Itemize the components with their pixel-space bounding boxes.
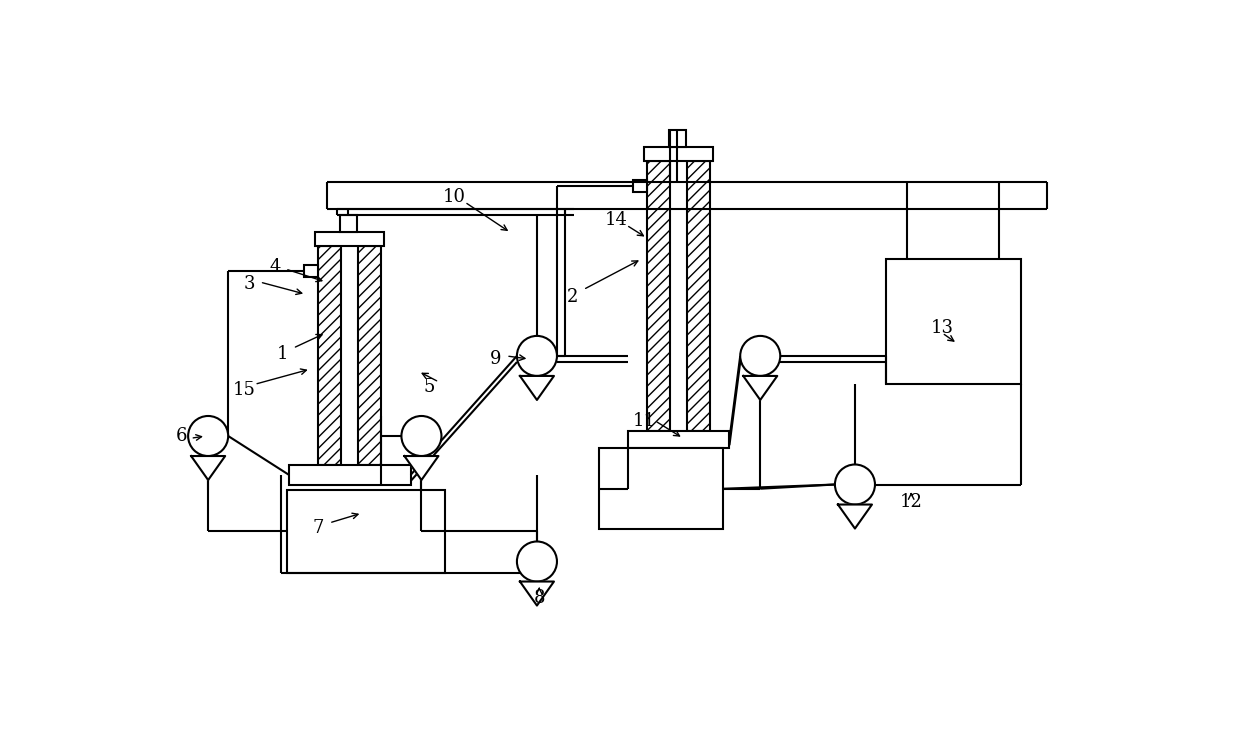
Bar bbox=[885, 259, 1021, 383]
Bar bbox=[358, 246, 382, 465]
Text: 1: 1 bbox=[277, 345, 289, 363]
Text: 7: 7 bbox=[312, 520, 324, 537]
Bar bbox=[289, 465, 410, 485]
Bar bbox=[340, 215, 357, 232]
Circle shape bbox=[517, 336, 557, 376]
Text: 2: 2 bbox=[567, 288, 578, 306]
Bar bbox=[644, 147, 713, 161]
Text: 12: 12 bbox=[900, 493, 923, 511]
Bar bbox=[687, 161, 711, 430]
Polygon shape bbox=[191, 456, 226, 480]
Text: 6: 6 bbox=[175, 427, 187, 445]
Bar bbox=[647, 161, 670, 430]
Text: 9: 9 bbox=[490, 350, 501, 368]
Text: 14: 14 bbox=[605, 211, 627, 229]
Bar bbox=[288, 490, 445, 573]
Circle shape bbox=[517, 542, 557, 581]
Bar bbox=[304, 265, 319, 276]
Circle shape bbox=[402, 416, 441, 456]
Bar bbox=[315, 232, 384, 246]
Polygon shape bbox=[404, 456, 439, 480]
Polygon shape bbox=[520, 376, 554, 400]
Text: 8: 8 bbox=[533, 589, 546, 607]
Bar bbox=[599, 449, 723, 529]
Text: 11: 11 bbox=[634, 412, 656, 430]
Text: 13: 13 bbox=[930, 319, 954, 337]
Circle shape bbox=[188, 416, 228, 456]
Bar bbox=[627, 430, 729, 448]
Polygon shape bbox=[838, 504, 872, 528]
Polygon shape bbox=[743, 376, 777, 400]
Text: 3: 3 bbox=[243, 276, 254, 293]
Polygon shape bbox=[520, 581, 554, 605]
Text: 5: 5 bbox=[423, 377, 435, 396]
Circle shape bbox=[835, 465, 875, 504]
Text: 15: 15 bbox=[233, 381, 255, 399]
Circle shape bbox=[740, 336, 780, 376]
Bar bbox=[634, 180, 647, 192]
Bar bbox=[319, 246, 341, 465]
Bar bbox=[668, 130, 686, 147]
Text: 4: 4 bbox=[269, 257, 280, 276]
Text: 10: 10 bbox=[443, 188, 466, 206]
